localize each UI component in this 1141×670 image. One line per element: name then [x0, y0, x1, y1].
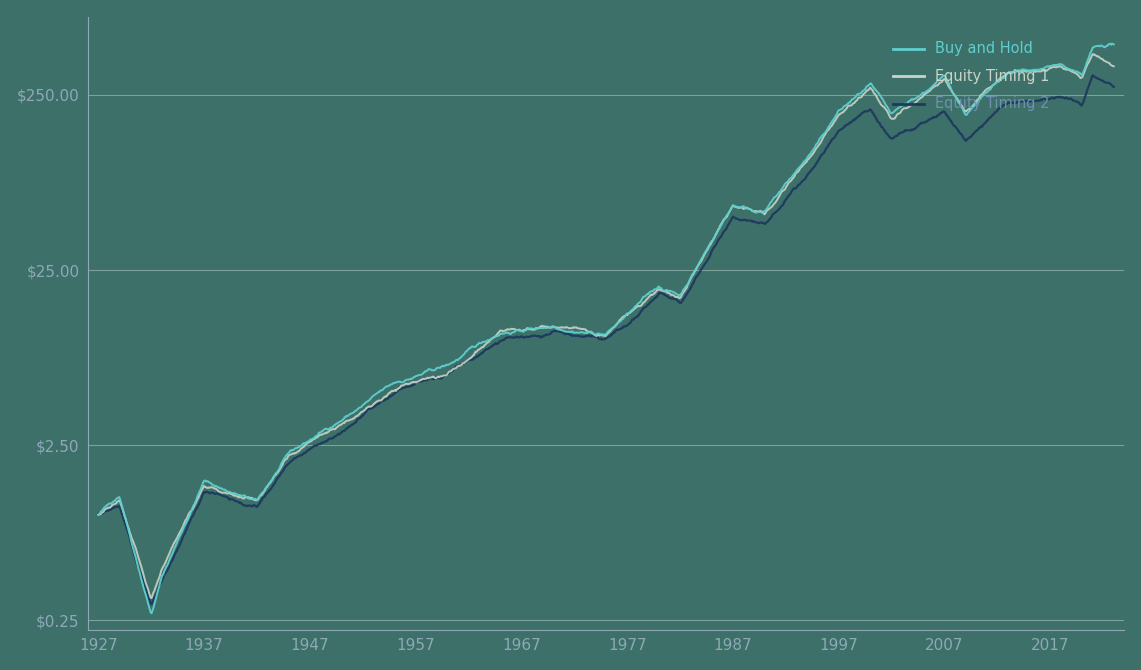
Legend: Buy and Hold, Equity Timing 1, Equity Timing 2: Buy and Hold, Equity Timing 1, Equity Ti… — [888, 36, 1055, 117]
